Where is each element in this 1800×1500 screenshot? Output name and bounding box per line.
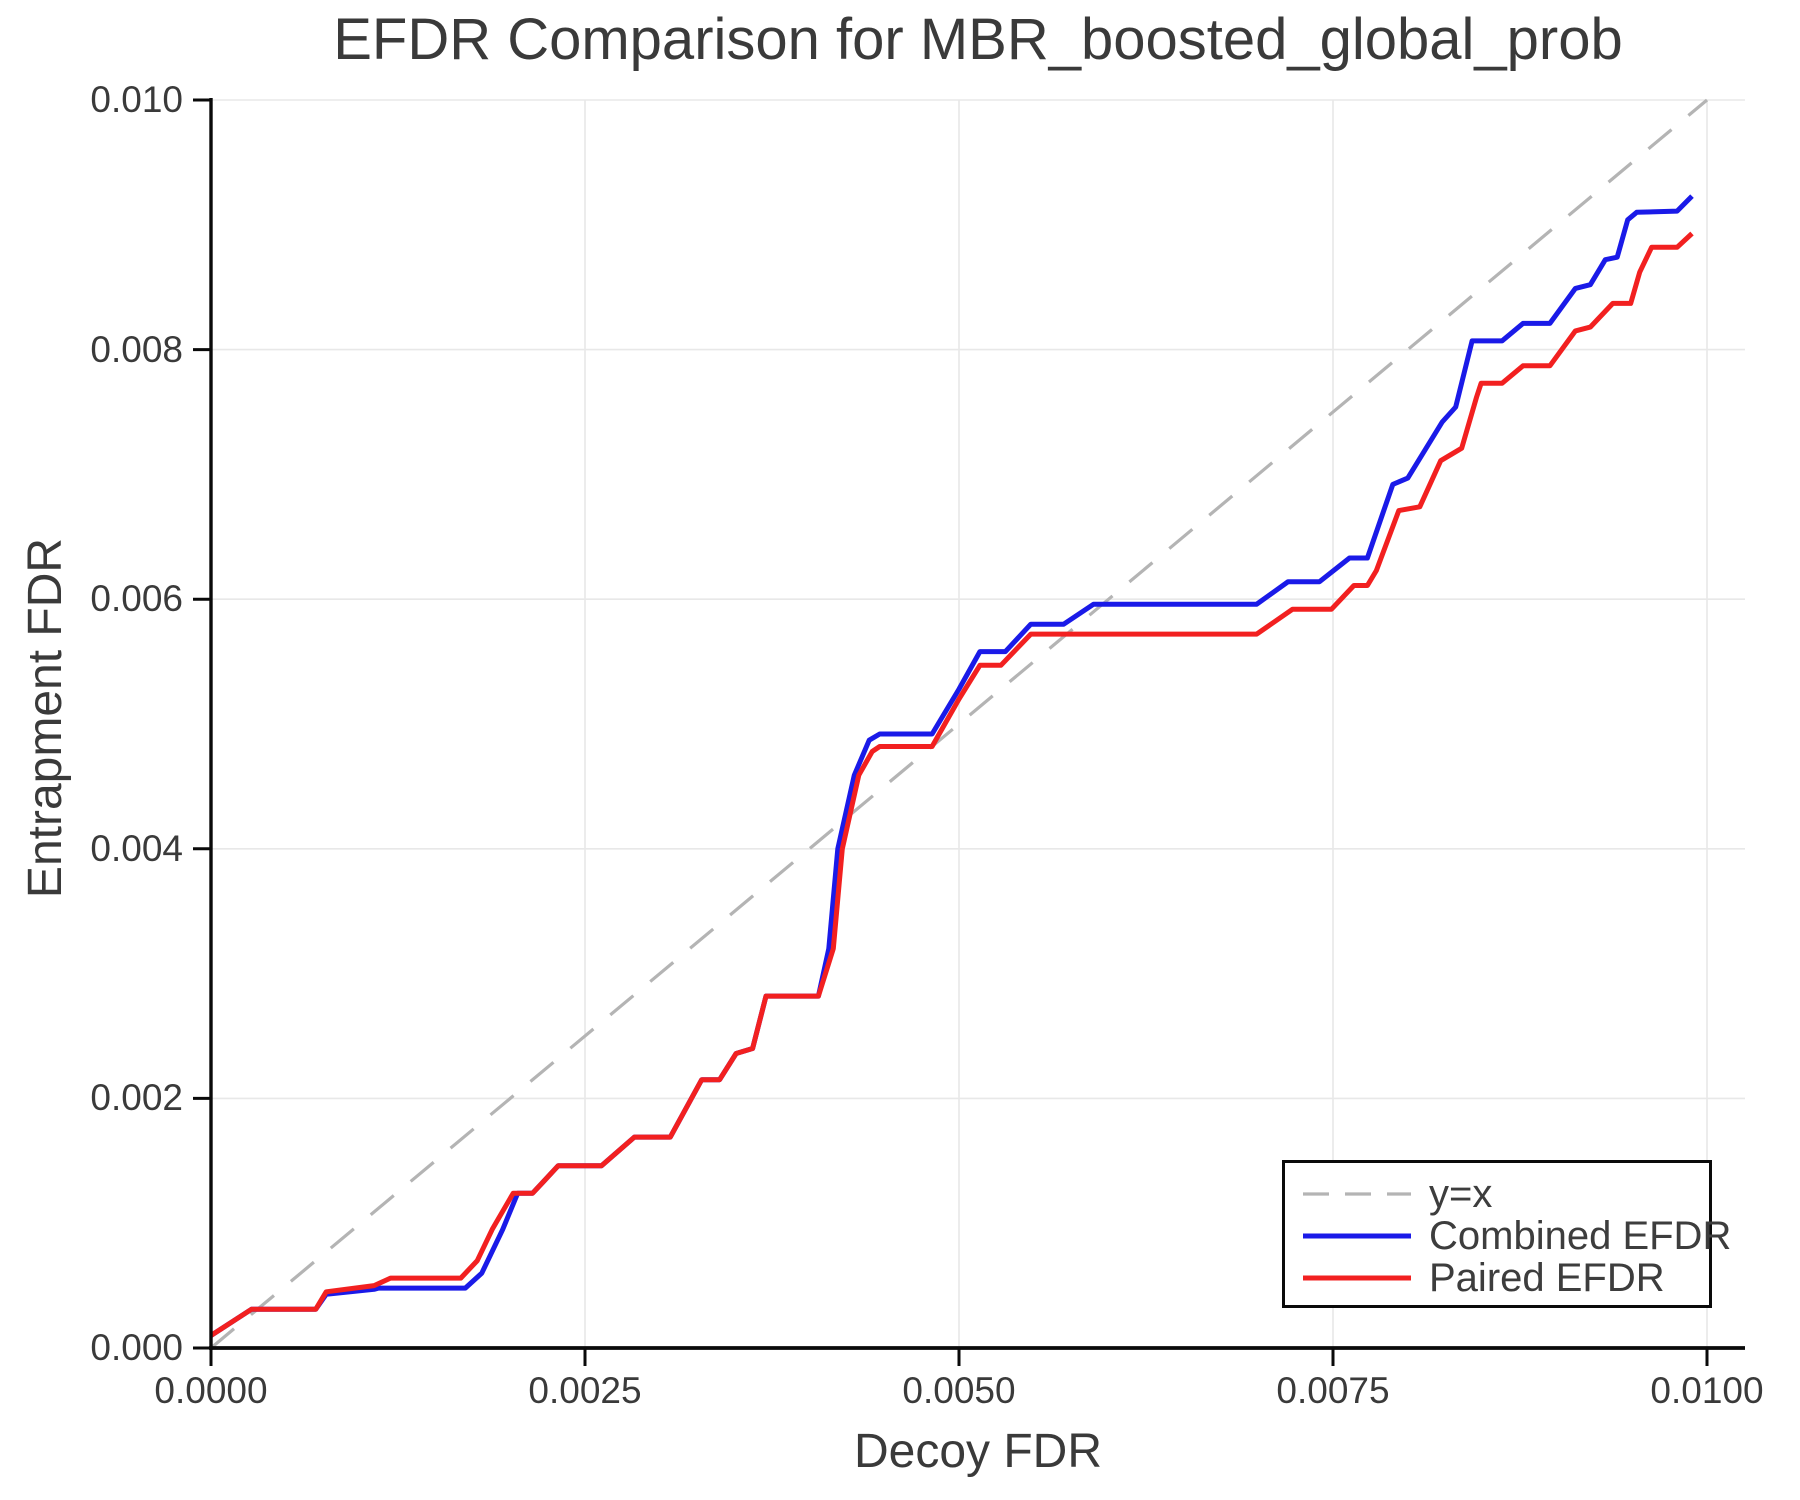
y-tick-label: 0.000 (90, 1327, 183, 1368)
legend-label: y=x (1429, 1171, 1493, 1216)
legend-item-yx: y=x (1301, 1171, 1709, 1216)
paired-efdr-line (209, 231, 1694, 1338)
x-tick-label: 0.0025 (528, 1370, 642, 1411)
dashed-line-swatch-icon (1303, 1192, 1411, 1196)
x-tick-label: 0.0000 (154, 1370, 268, 1411)
y-tick-label: 0.004 (90, 827, 183, 869)
legend-label: Paired EFDR (1429, 1255, 1665, 1300)
red-line-swatch-icon (1303, 1275, 1411, 1281)
chart-title: EFDR Comparison for MBR_boosted_global_p… (333, 7, 1623, 72)
identity-reference-line (209, 98, 1709, 1350)
legend-item-combined-efdr: Combined EFDR (1301, 1214, 1731, 1258)
x-tick-label: 0.0050 (902, 1370, 1016, 1411)
legend-item-paired-efdr: Paired EFDR (1301, 1255, 1709, 1300)
x-axis-label: Decoy FDR (853, 1425, 1103, 1478)
blue-line-swatch-icon (1303, 1233, 1411, 1239)
y-axis-label: Entrapment FDR (19, 537, 72, 899)
y-tick-label: 0.008 (90, 328, 183, 370)
x-tick-label: 0.0075 (1276, 1370, 1390, 1411)
y-tick-label: 0.002 (90, 1077, 183, 1119)
legend-label: Combined EFDR (1429, 1213, 1732, 1258)
x-tick-label: 0.0100 (1650, 1370, 1764, 1411)
legend: y=x Combined EFDR Paired EFDR (1282, 1160, 1731, 1308)
y-tick-label: 0.006 (90, 578, 183, 620)
y-tick-label: 0.010 (90, 79, 183, 120)
